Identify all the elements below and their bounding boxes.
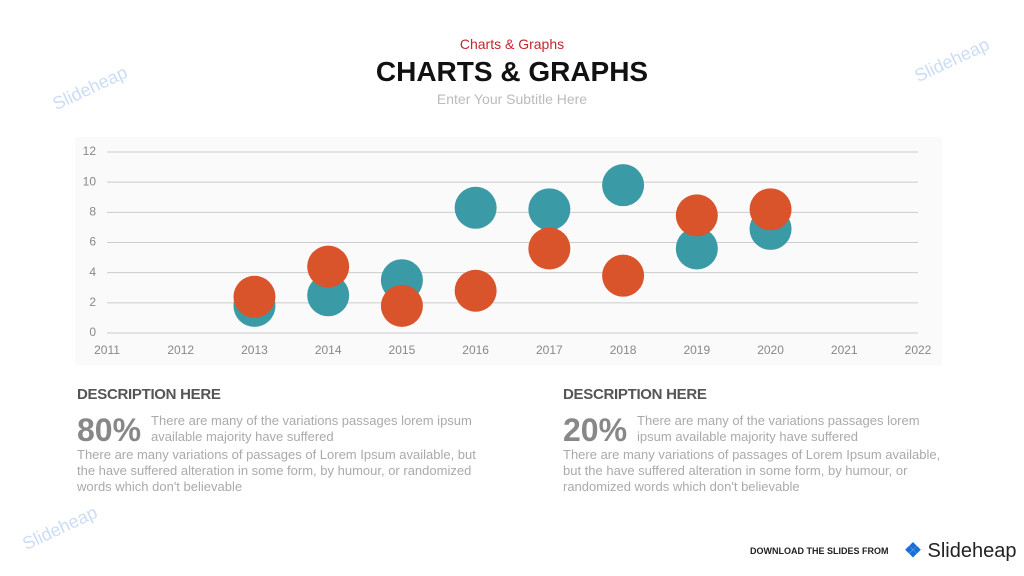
brand: Slideheap [927,540,1017,562]
percent: 80% [77,412,142,448]
x-tick-label: 2018 [610,343,637,357]
x-tick-label: 2014 [315,343,342,357]
bubble [307,245,350,288]
x-tick-label: 2016 [462,343,489,357]
footer-note: DOWNLOAD THE SLIDES FROM [750,546,889,556]
percent: 20% [563,412,628,448]
bubble [749,188,792,231]
bubble [233,275,276,318]
y-tick-label: 6 [89,235,96,249]
bubble [528,227,571,270]
bubble [602,164,645,207]
bubble [675,227,718,270]
chart-bg [75,137,942,365]
x-tick-label: 2012 [167,343,194,357]
bubble [528,188,571,231]
y-tick-label: 10 [83,174,97,188]
lead: There are many of the variations passage… [151,413,472,444]
chart: 0 2 4 6 8 10 12 2011 2012 2013 2014 2015 2016 2017 201… [75,137,942,365]
y-tick-label: 12 [83,144,97,158]
x-tick-label: 2020 [757,343,784,357]
footer-brand: ❖ Slideheap [904,540,1017,562]
kicker: Charts & Graphs [459,36,565,52]
watermark: Slideheap [19,502,101,555]
title: CHARTS & GRAPHS [375,56,649,87]
y-tick-label: 0 [89,325,96,339]
x-tick-label: 2015 [389,343,416,357]
heading: DESCRIPTION HERE [563,386,707,403]
x-tick-label: 2011 [94,343,120,357]
bubble [380,284,423,327]
subtitle: Enter Your Subtitle Here [436,91,588,107]
lead: There are many of the variations passage… [637,413,920,444]
description: DESCRIPTION HERE 20% There are many of t… [563,386,943,495]
description: DESCRIPTION HERE 80% There are many of t… [77,386,477,495]
heading: DESCRIPTION HERE [77,386,221,403]
x-tick-label: 2019 [683,343,710,357]
y-tick-label: 8 [89,205,96,219]
y-tick-label: 2 [89,295,96,309]
bubble [454,186,497,229]
bubble [454,269,497,312]
x-tick-label: 2021 [831,343,858,357]
x-tick-label: 2013 [241,343,268,357]
x-tick-label: 2022 [905,343,932,357]
x-tick-label: 2017 [536,343,563,357]
body: There are many variations of passages of… [563,447,941,494]
y-tick-label: 4 [89,265,96,279]
bubble [602,254,645,297]
bubble [675,194,718,237]
body: There are many variations of passages of… [77,447,476,494]
